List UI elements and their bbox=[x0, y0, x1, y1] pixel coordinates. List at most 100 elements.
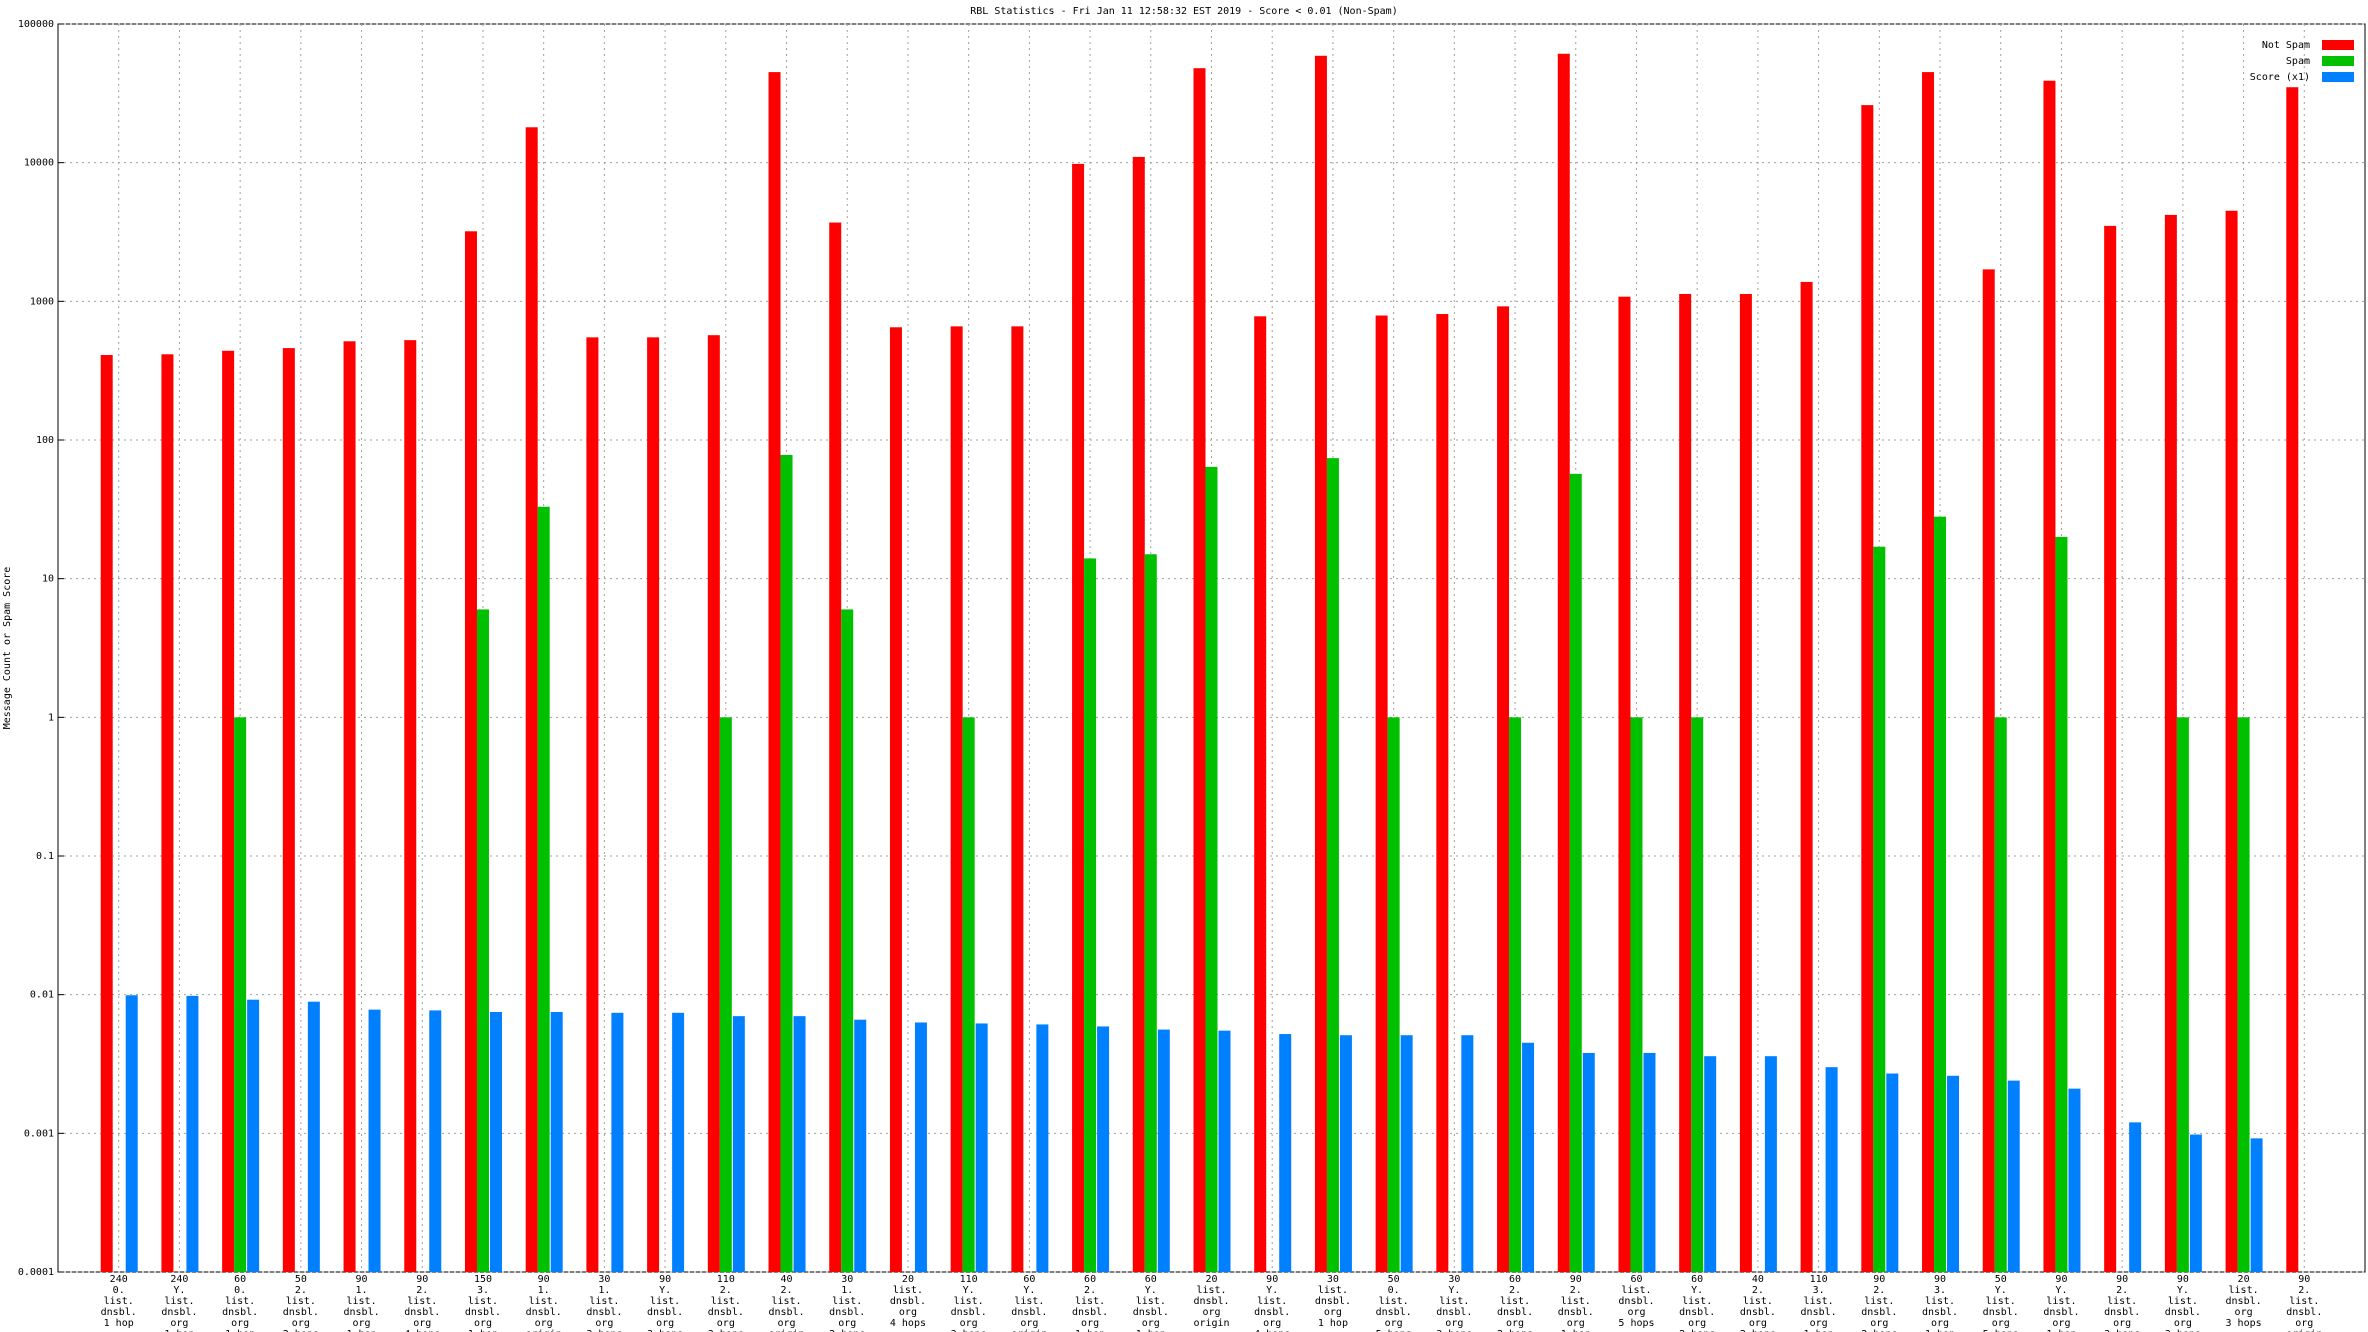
x-tick-label: 20 list. dnsbl. org origin bbox=[1193, 1274, 1229, 1329]
legend-swatch bbox=[2322, 56, 2354, 66]
bar bbox=[1326, 458, 1339, 1273]
bar bbox=[464, 231, 477, 1272]
bar bbox=[841, 609, 854, 1272]
bar bbox=[1084, 558, 1097, 1272]
bar bbox=[2225, 210, 2238, 1273]
bar bbox=[368, 1009, 381, 1272]
bar bbox=[1205, 466, 1218, 1273]
bar bbox=[2129, 1122, 2142, 1272]
bar bbox=[2007, 1080, 2020, 1272]
bar bbox=[1072, 163, 1085, 1273]
bar bbox=[1375, 315, 1388, 1272]
bar bbox=[2164, 214, 2177, 1273]
bar bbox=[707, 335, 720, 1272]
bar bbox=[234, 717, 247, 1272]
bar bbox=[1582, 1052, 1595, 1272]
bar bbox=[489, 1011, 502, 1272]
bar bbox=[1764, 1056, 1777, 1272]
bar bbox=[525, 127, 538, 1272]
bar bbox=[1400, 1035, 1413, 1272]
bar bbox=[914, 1022, 927, 1272]
y-axis-label: Message Count or Spam Score bbox=[2, 567, 13, 730]
bar bbox=[161, 354, 174, 1272]
x-tick-label: 30 list. dnsbl. org 1 hop bbox=[1315, 1274, 1351, 1329]
bar bbox=[1886, 1073, 1899, 1272]
bar bbox=[550, 1011, 563, 1272]
bar bbox=[1691, 717, 1704, 1272]
bar bbox=[1630, 717, 1643, 1272]
bar bbox=[586, 337, 599, 1272]
bar bbox=[1982, 269, 1995, 1272]
y-tick-label: 0.1 bbox=[36, 851, 54, 862]
bar bbox=[1461, 1035, 1474, 1272]
bar bbox=[1436, 314, 1449, 1272]
bar bbox=[719, 717, 732, 1272]
bar bbox=[1144, 554, 1157, 1272]
bar bbox=[125, 995, 138, 1272]
bar bbox=[1618, 296, 1631, 1272]
bar bbox=[186, 995, 199, 1272]
bar bbox=[1339, 1035, 1352, 1272]
bar bbox=[647, 337, 660, 1272]
bar bbox=[672, 1012, 685, 1272]
bar bbox=[1934, 516, 1947, 1272]
bar bbox=[1557, 53, 1570, 1273]
bar bbox=[1704, 1056, 1717, 1272]
bar bbox=[1643, 1052, 1656, 1272]
legend-swatch bbox=[2322, 40, 2354, 50]
bar bbox=[1922, 72, 1935, 1272]
bar bbox=[343, 341, 356, 1273]
bar bbox=[889, 327, 902, 1272]
bar bbox=[2043, 80, 2056, 1273]
legend-label: Score (x1) bbox=[2250, 72, 2310, 83]
bar bbox=[2055, 536, 2068, 1272]
bar bbox=[2250, 1138, 2263, 1272]
chart-title: RBL Statistics - Fri Jan 11 12:58:32 EST… bbox=[970, 6, 1397, 17]
bar bbox=[282, 348, 295, 1272]
bar bbox=[1825, 1067, 1838, 1272]
bar bbox=[1861, 105, 1874, 1273]
y-tick-label: 1000 bbox=[30, 296, 54, 307]
bar bbox=[1569, 473, 1582, 1272]
bar bbox=[1254, 316, 1267, 1272]
bar bbox=[854, 1019, 867, 1272]
x-tick-label: 20 list. dnsbl. org 3 hops bbox=[2226, 1274, 2262, 1329]
bar bbox=[2176, 717, 2189, 1272]
bar bbox=[1314, 55, 1327, 1273]
bar bbox=[100, 355, 113, 1272]
bar bbox=[1947, 1075, 1960, 1272]
bar bbox=[2286, 87, 2299, 1273]
bar bbox=[962, 717, 975, 1272]
bar bbox=[2104, 225, 2117, 1272]
bar bbox=[247, 999, 260, 1272]
bar bbox=[829, 222, 842, 1272]
x-tick-label: 240 0. list. dnsbl. 1 hop bbox=[101, 1274, 137, 1329]
y-tick-label: 0.01 bbox=[30, 990, 54, 1001]
y-tick-label: 10 bbox=[42, 574, 54, 585]
